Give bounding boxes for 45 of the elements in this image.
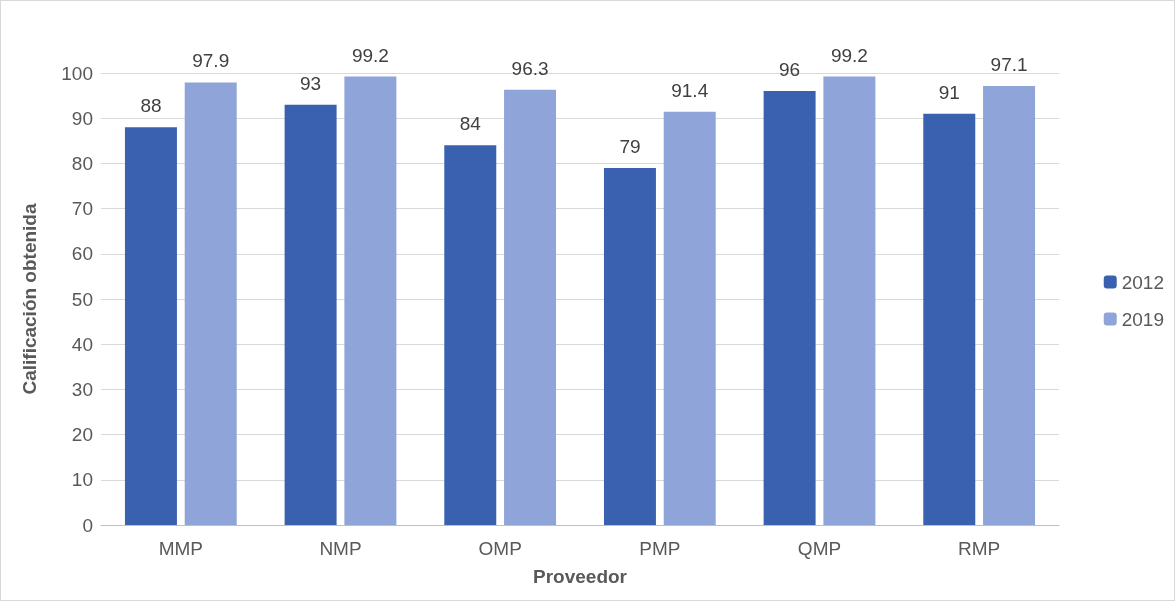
legend-label: 2019 [1121,308,1165,330]
bar [603,167,656,525]
x-axis-title: Proveedor [533,566,628,587]
y-tick-label: 0 [82,514,93,536]
bar [823,76,876,525]
bar [504,89,557,525]
y-tick-label: 60 [71,243,93,265]
data-label: 84 [459,113,482,135]
x-tick-label: NMP [319,538,362,559]
bar [344,76,397,525]
bar [663,111,716,525]
data-label: 91.4 [671,79,709,101]
data-label: 99.2 [830,44,868,66]
data-label: 88 [140,95,162,117]
x-tick-label: MMP [158,538,203,559]
bar [983,86,1036,525]
y-tick-label: 50 [71,288,93,310]
y-tick-label: 40 [71,333,93,355]
y-tick-label: 10 [71,469,93,491]
y-tick-label: 100 [61,62,93,84]
x-tick-label: RMP [958,538,1001,559]
data-label: 79 [619,135,641,157]
bar [284,104,337,525]
y-tick-label: 30 [71,378,93,400]
y-tick-label: 80 [71,152,93,174]
data-label: 99.2 [351,44,389,66]
bar [763,91,816,525]
data-label: 97.1 [990,54,1028,76]
bar [124,127,177,525]
data-label: 93 [300,72,322,94]
x-tick-label: QMP [797,538,842,559]
x-tick-label: OMP [478,538,522,559]
x-tick-label: PMP [639,538,681,559]
data-label: 96 [779,59,801,81]
bar [444,145,497,525]
y-tick-label: 70 [71,198,93,220]
y-tick-label: 90 [71,107,93,129]
bar [184,82,237,525]
legend-label: 2012 [1121,271,1165,293]
data-label: 91 [938,81,960,103]
data-label: 97.9 [192,50,230,72]
y-tick-label: 20 [71,424,93,446]
bar [923,113,976,525]
data-label: 96.3 [511,57,549,79]
y-axis-title: Calificación obtenida [19,203,40,395]
